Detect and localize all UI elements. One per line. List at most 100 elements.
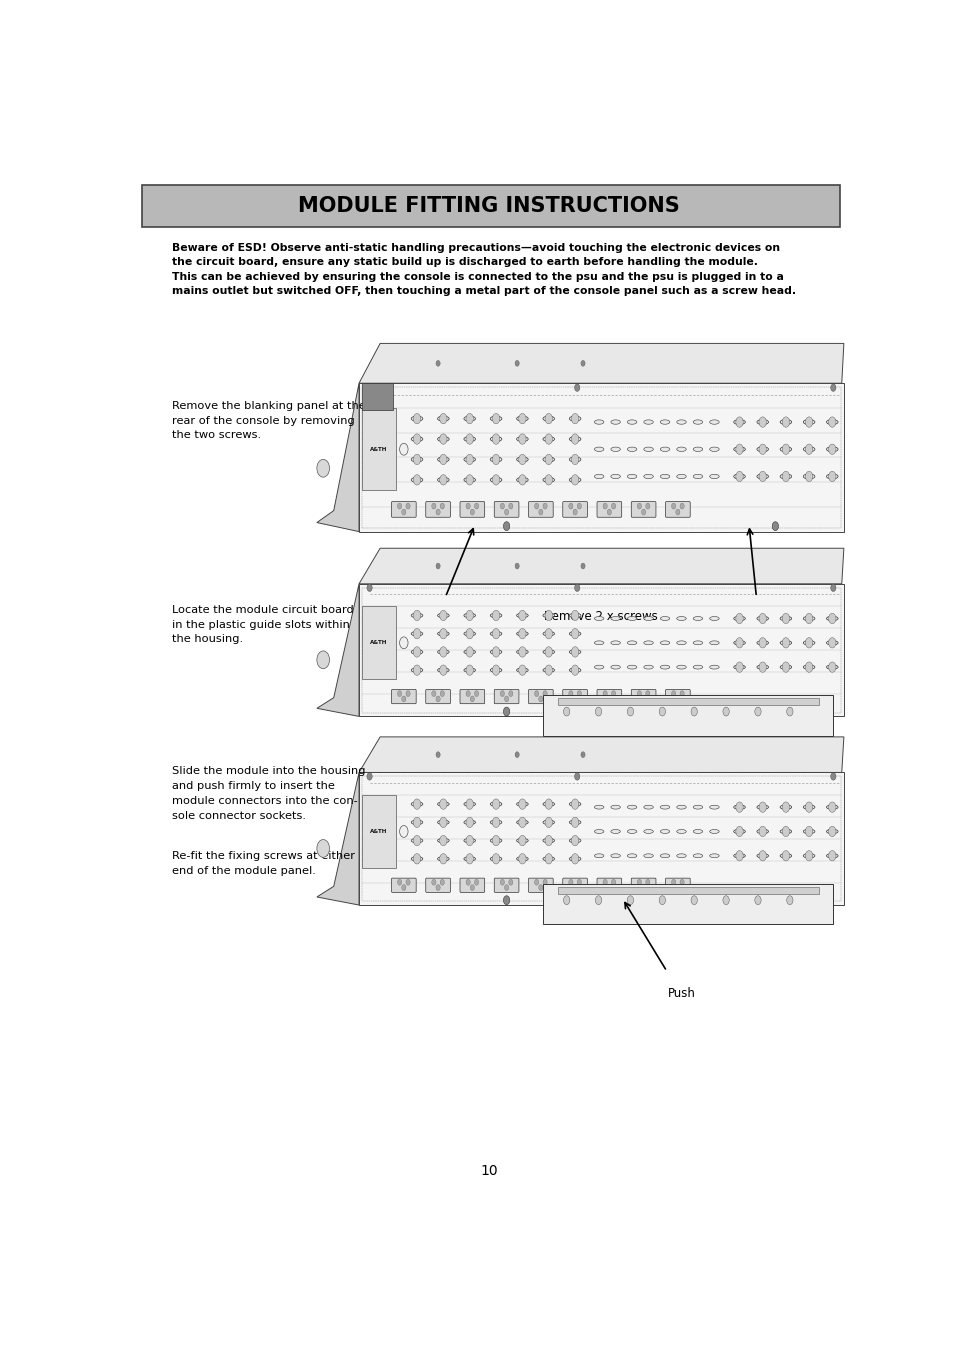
Circle shape xyxy=(470,884,474,891)
Ellipse shape xyxy=(825,829,837,834)
Circle shape xyxy=(804,826,812,837)
Ellipse shape xyxy=(610,853,619,857)
Circle shape xyxy=(544,666,552,675)
Ellipse shape xyxy=(517,613,528,618)
Circle shape xyxy=(735,444,742,455)
Circle shape xyxy=(492,610,499,621)
Ellipse shape xyxy=(542,668,554,672)
Circle shape xyxy=(759,662,765,672)
Ellipse shape xyxy=(802,805,814,810)
Circle shape xyxy=(675,509,679,514)
FancyBboxPatch shape xyxy=(459,878,484,892)
Ellipse shape xyxy=(463,436,475,441)
Circle shape xyxy=(804,662,812,672)
Circle shape xyxy=(465,817,473,828)
Text: MODULE FITTING INSTRUCTIONS: MODULE FITTING INSTRUCTIONS xyxy=(297,196,679,216)
FancyBboxPatch shape xyxy=(391,878,416,892)
Ellipse shape xyxy=(517,819,528,825)
Ellipse shape xyxy=(627,829,637,833)
Ellipse shape xyxy=(627,666,637,670)
FancyBboxPatch shape xyxy=(391,690,416,703)
Circle shape xyxy=(627,896,633,905)
Circle shape xyxy=(679,879,683,886)
Circle shape xyxy=(804,802,812,813)
Circle shape xyxy=(781,802,789,813)
Ellipse shape xyxy=(490,613,501,618)
Text: A&TH: A&TH xyxy=(370,829,387,834)
Circle shape xyxy=(781,850,789,861)
Ellipse shape xyxy=(490,436,501,441)
Circle shape xyxy=(828,613,835,624)
Ellipse shape xyxy=(411,819,422,825)
Ellipse shape xyxy=(693,805,702,809)
Ellipse shape xyxy=(693,666,702,670)
Circle shape xyxy=(573,509,577,514)
Bar xyxy=(358,583,843,717)
Ellipse shape xyxy=(437,478,449,482)
Circle shape xyxy=(571,610,578,621)
Circle shape xyxy=(544,647,552,657)
Circle shape xyxy=(671,879,675,886)
Ellipse shape xyxy=(463,802,475,806)
Circle shape xyxy=(439,853,447,864)
Ellipse shape xyxy=(780,474,791,479)
Ellipse shape xyxy=(780,447,791,452)
Circle shape xyxy=(595,896,601,905)
Ellipse shape xyxy=(411,456,422,462)
Ellipse shape xyxy=(709,805,719,809)
Circle shape xyxy=(465,454,473,464)
Circle shape xyxy=(542,504,547,509)
Ellipse shape xyxy=(594,420,603,424)
Circle shape xyxy=(544,610,552,621)
Circle shape xyxy=(804,471,812,482)
Circle shape xyxy=(504,509,508,514)
Circle shape xyxy=(413,817,420,828)
Circle shape xyxy=(436,360,439,366)
Circle shape xyxy=(637,504,640,509)
Circle shape xyxy=(518,413,525,424)
Ellipse shape xyxy=(463,819,475,825)
Circle shape xyxy=(492,817,499,828)
Ellipse shape xyxy=(802,853,814,859)
Polygon shape xyxy=(316,772,358,904)
Circle shape xyxy=(781,637,789,648)
Circle shape xyxy=(413,610,420,621)
Ellipse shape xyxy=(411,478,422,482)
Circle shape xyxy=(508,879,513,886)
FancyBboxPatch shape xyxy=(562,690,587,703)
FancyBboxPatch shape xyxy=(391,502,416,517)
Ellipse shape xyxy=(802,474,814,479)
Circle shape xyxy=(645,691,649,697)
Ellipse shape xyxy=(627,420,637,424)
Ellipse shape xyxy=(693,447,702,451)
Ellipse shape xyxy=(490,478,501,482)
Circle shape xyxy=(503,521,509,531)
Ellipse shape xyxy=(463,838,475,842)
Circle shape xyxy=(690,896,697,905)
Circle shape xyxy=(518,647,525,657)
Circle shape xyxy=(607,697,611,702)
Ellipse shape xyxy=(676,853,685,857)
Circle shape xyxy=(401,884,406,891)
Ellipse shape xyxy=(659,829,669,833)
Ellipse shape xyxy=(517,416,528,421)
Circle shape xyxy=(538,509,542,514)
Ellipse shape xyxy=(517,436,528,441)
Circle shape xyxy=(571,454,578,464)
Circle shape xyxy=(436,697,439,702)
Ellipse shape xyxy=(542,856,554,861)
Text: A&TH: A&TH xyxy=(370,447,387,452)
Circle shape xyxy=(828,637,835,648)
Circle shape xyxy=(504,884,508,891)
Ellipse shape xyxy=(490,856,501,861)
Ellipse shape xyxy=(437,802,449,806)
Circle shape xyxy=(413,475,420,485)
Bar xyxy=(358,772,843,904)
Circle shape xyxy=(571,629,578,639)
Circle shape xyxy=(659,707,665,716)
Ellipse shape xyxy=(411,649,422,655)
Circle shape xyxy=(759,802,765,813)
Circle shape xyxy=(544,629,552,639)
Circle shape xyxy=(771,707,778,716)
Ellipse shape xyxy=(659,666,669,670)
